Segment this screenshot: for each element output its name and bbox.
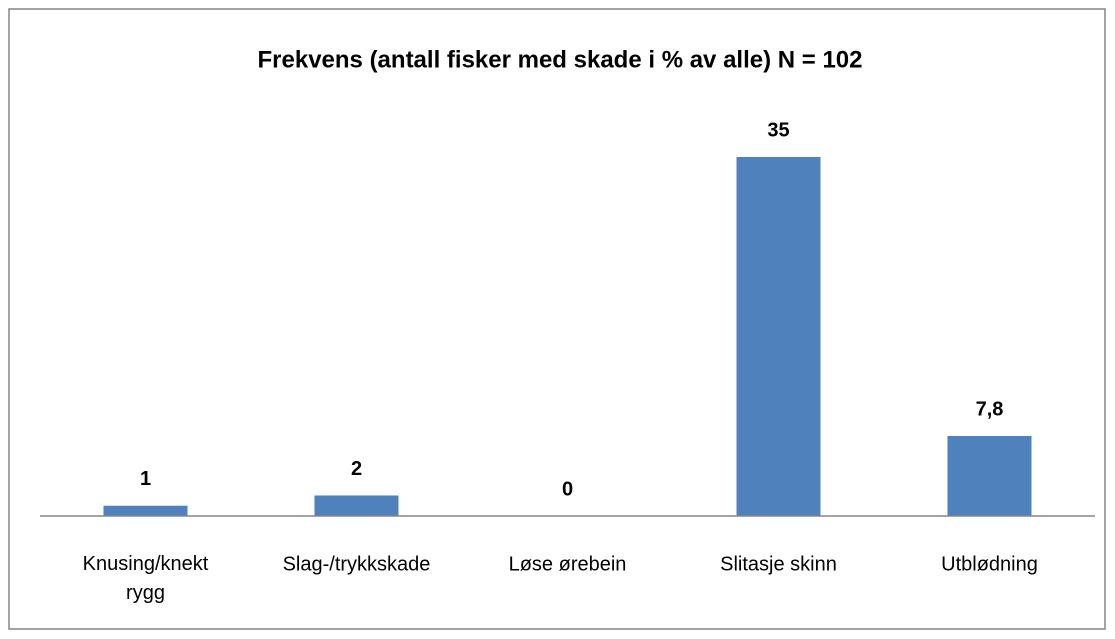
bar (736, 157, 821, 516)
x-tick-label: Knusing/knekt rygg (83, 553, 209, 604)
data-label: 1 (140, 468, 151, 490)
x-tick-label-line: rygg (126, 582, 165, 604)
data-label: 2 (351, 458, 362, 480)
data-label: 7,8 (976, 398, 1004, 420)
x-tick-label: Slitasje skinn (720, 553, 837, 575)
chart-frame (8, 8, 1106, 630)
x-tick-label: Løse ørebein (509, 553, 627, 575)
x-tick-label: Utblødning (941, 553, 1038, 575)
bar (103, 505, 188, 516)
data-label: 0 (562, 478, 573, 500)
data-label: 35 (767, 119, 789, 141)
x-tick-label-line: Knusing/knekt (83, 553, 209, 575)
bar (314, 495, 399, 516)
x-tick-label: Slag-/trykkskade (283, 553, 431, 575)
bar (947, 435, 1032, 516)
chart-title: Frekvens (antall fisker med skade i % av… (258, 46, 863, 73)
